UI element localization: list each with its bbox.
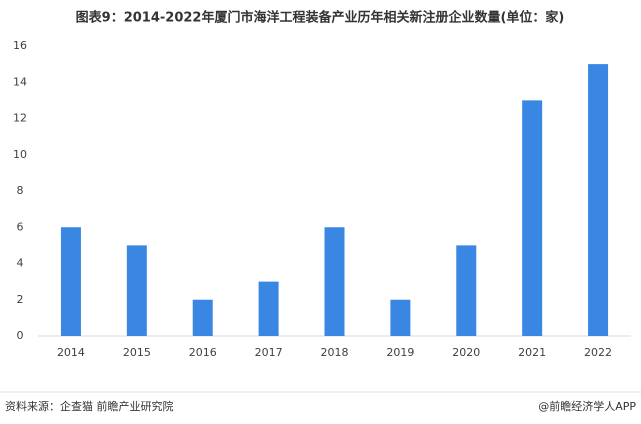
x-tick-label: 2014 [57, 346, 85, 359]
y-tick-label: 2 [17, 293, 24, 306]
source: 资料来源：企查猫 前瞻产业研究院 [5, 399, 174, 413]
bar [60, 227, 81, 336]
bar [126, 245, 147, 336]
y-tick-label: 6 [17, 220, 24, 233]
y-tick-label: 10 [13, 148, 27, 161]
bar [588, 64, 609, 336]
bar [522, 100, 543, 336]
x-tick-label: 2020 [452, 346, 480, 359]
bar [456, 245, 477, 336]
bar [390, 299, 411, 336]
x-tick-label: 2015 [123, 346, 151, 359]
brand: @前瞻经济学人APP [538, 399, 636, 413]
x-tick-label: 2021 [518, 346, 546, 359]
y-tick-label: 4 [17, 257, 24, 270]
bar [324, 227, 345, 336]
y-tick-label: 16 [13, 39, 27, 52]
chart-title: 图表9：2014-2022年厦门市海洋工程装备产业历年相关新注册企业数量(单位：… [76, 10, 565, 26]
bar [192, 299, 213, 336]
x-tick-label: 2018 [321, 346, 349, 359]
y-tick-label: 8 [17, 184, 24, 197]
x-tick-label: 2022 [584, 346, 612, 359]
x-tick-label: 2016 [189, 346, 217, 359]
x-tick-label: 2019 [386, 346, 414, 359]
y-tick-label: 0 [17, 329, 24, 342]
x-tick-label: 2017 [255, 346, 283, 359]
y-tick-label: 14 [13, 75, 27, 88]
y-tick-label: 12 [13, 112, 27, 125]
bar [258, 281, 279, 336]
